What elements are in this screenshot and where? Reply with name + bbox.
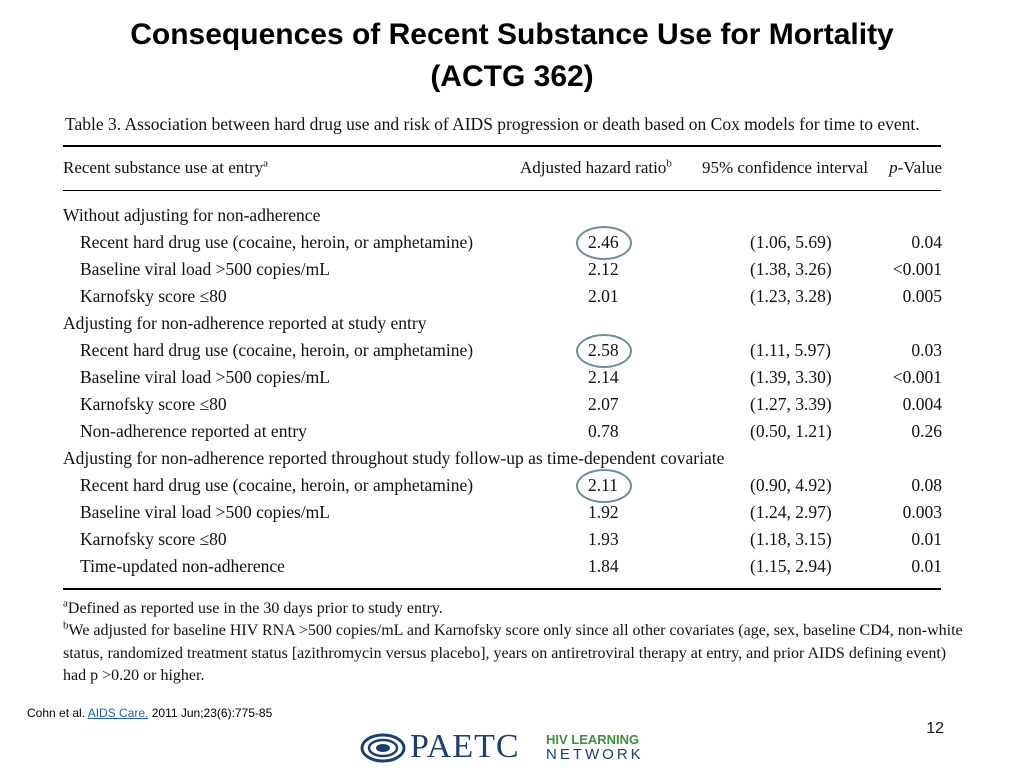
footnote-b-line1: bWe adjusted for baseline HIV RNA >500 c… [63, 619, 963, 639]
paetc-logo: PAETC HIV LEARNING NETWORK [360, 730, 650, 764]
table-row: Karnofsky score ≤80 2.01 (1.23, 3.28) 0.005 [0, 284, 1024, 310]
confidence-interval-cell: (0.90, 4.92) [750, 475, 832, 495]
hazard-ratio-cell: 1.92 [588, 502, 619, 522]
section-label: Adjusting for non-adherence reported thr… [63, 448, 725, 468]
p-value-cell: 0.08 [911, 475, 942, 495]
hazard-ratio-cell: 2.12 [588, 259, 619, 279]
row-label: Karnofsky score ≤80 [80, 529, 227, 549]
p-value-cell: 0.01 [911, 556, 942, 576]
citation-prefix: Cohn et al. [27, 706, 88, 720]
confidence-interval-cell: (1.24, 2.97) [750, 502, 832, 522]
p-value-cell: 0.03 [911, 340, 942, 360]
row-label: Baseline viral load >500 copies/mL [80, 502, 330, 522]
table-row: Baseline viral load >500 copies/mL 1.92 (1… [0, 500, 1024, 526]
row-label: Recent hard drug use (cocaine, heroin, o… [80, 340, 474, 360]
section-label: Without adjusting for non-adherence [63, 205, 321, 225]
confidence-interval-cell: (1.39, 3.30) [750, 367, 832, 387]
confidence-interval-cell: (1.11, 5.97) [750, 340, 832, 360]
highlight-circle [576, 334, 632, 368]
table-section-row: Adjusting for non-adherence reported at … [0, 311, 1024, 337]
row-label: Baseline viral load >500 copies/mL [80, 259, 330, 279]
table-caption: Table 3. Association between hard drug u… [65, 114, 920, 134]
confidence-interval-cell: (1.15, 2.94) [750, 556, 832, 576]
logo-hiv-learning: HIV LEARNING [546, 732, 640, 747]
confidence-interval-cell: (1.27, 3.39) [750, 394, 832, 414]
p-value-cell: 0.004 [902, 394, 942, 414]
logo-network: NETWORK [546, 746, 644, 763]
globe-swirl-icon [360, 733, 406, 763]
table-row: Baseline viral load >500 copies/mL 2.14 (1… [0, 365, 1024, 391]
table-row: Baseline viral load >500 copies/mL 2.12 (1… [0, 257, 1024, 283]
confidence-interval-cell: (1.18, 3.15) [750, 529, 832, 549]
header-confidence-interval: 95% confidence interval [702, 158, 869, 177]
row-label: Recent hard drug use (cocaine, heroin, o… [80, 232, 474, 252]
confidence-interval-cell: (0.50, 1.21) [750, 421, 832, 441]
confidence-interval-cell: (1.23, 3.28) [750, 286, 832, 306]
table-section-row: Adjusting for non-adherence reported thr… [0, 446, 1024, 472]
page-number: 12 [926, 720, 944, 737]
p-value-cell: 0.01 [911, 529, 942, 549]
p-value-cell: <0.001 [892, 367, 942, 387]
table-row: Karnofsky score ≤80 2.07 (1.27, 3.39) 0.004 [0, 392, 1024, 418]
logo-wordmark: PAETC [410, 728, 520, 765]
table-row: Non-adherence reported at entry 0.78 (0.50… [0, 419, 1024, 445]
footnote-b-line3: had p >0.20 or higher. [63, 667, 205, 684]
row-label: Non-adherence reported at entry [80, 421, 307, 441]
header-p-value: p-Value [889, 158, 942, 177]
confidence-interval-cell: (1.38, 3.26) [750, 259, 832, 279]
slide-title-line1: Consequences of Recent Substance Use for… [130, 18, 894, 51]
slide-title-line2: (ACTG 362) [430, 60, 594, 93]
row-label: Karnofsky score ≤80 [80, 394, 227, 414]
table-top-rule [63, 145, 941, 147]
confidence-interval-cell: (1.06, 5.69) [750, 232, 832, 252]
p-value-cell: 0.04 [911, 232, 942, 252]
hazard-ratio-cell: 2.01 [588, 286, 619, 306]
highlight-circle [576, 469, 632, 503]
p-value-cell: 0.003 [902, 502, 942, 522]
hazard-ratio-cell: 2.07 [588, 394, 619, 414]
table-row: Recent hard drug use (cocaine, heroin, o… [0, 226, 1024, 260]
table-bottom-rule [63, 588, 941, 590]
section-label: Adjusting for non-adherence reported at … [63, 313, 427, 333]
table-row: Recent hard drug use (cocaine, heroin, o… [0, 469, 1024, 503]
row-label: Karnofsky score ≤80 [80, 286, 227, 306]
p-value-cell: 0.005 [902, 286, 942, 306]
header-hazard-ratio: Adjusted hazard ratiob [520, 157, 672, 177]
hazard-ratio-cell: 2.14 [588, 367, 619, 387]
hazard-ratio-cell: 1.93 [588, 529, 619, 549]
hazard-ratio-cell: 0.78 [588, 421, 619, 441]
journal-link[interactable]: AIDS Care. [87, 706, 149, 720]
table-row: Recent hard drug use (cocaine, heroin, o… [0, 334, 1024, 368]
row-label: Time-updated non-adherence [80, 556, 285, 576]
table-header-rule [63, 190, 941, 191]
table-section-row: Without adjusting for non-adherence [0, 203, 1024, 229]
row-label: Recent hard drug use (cocaine, heroin, o… [80, 475, 474, 495]
table-row: Time-updated non-adherence 1.84 (1.15, 2.9… [0, 554, 1024, 580]
highlight-circle [576, 226, 632, 260]
row-label: Baseline viral load >500 copies/mL [80, 367, 330, 387]
header-substance-use: Recent substance use at entrya [63, 157, 269, 177]
citation: Cohn et al. AIDS Care. 2011 Jun;23(6):77… [27, 706, 272, 720]
footnote-a: aDefined as reported use in the 30 days … [63, 597, 443, 617]
p-value-cell: <0.001 [892, 259, 942, 279]
citation-suffix: 2011 Jun;23(6):775-85 [148, 706, 273, 720]
footnote-b-line2: status, randomized treatment status [azi… [63, 645, 947, 662]
table-row: Karnofsky score ≤80 1.93 (1.18, 3.15) 0.01 [0, 527, 1024, 553]
p-value-cell: 0.26 [911, 421, 942, 441]
hazard-ratio-cell: 1.84 [588, 556, 619, 576]
